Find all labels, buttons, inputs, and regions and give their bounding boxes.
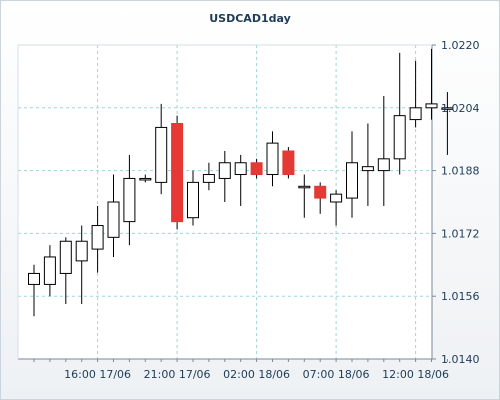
candle-body-up — [441, 107, 454, 110]
candle — [218, 150, 231, 202]
candle — [266, 131, 279, 187]
y-tick-label: 1.0156 — [441, 290, 480, 303]
candle — [91, 205, 104, 273]
y-tick-label: 1.0172 — [441, 227, 480, 240]
y-tick-label: 1.0220 — [441, 39, 480, 52]
candle — [377, 96, 390, 206]
candle — [107, 174, 120, 257]
y-tick-label: 1.0188 — [441, 165, 480, 178]
x-tick-label: 16:00 17/06 — [64, 368, 131, 381]
candles — [28, 48, 454, 317]
candle-body-up — [393, 115, 406, 160]
candle — [234, 154, 247, 206]
candle — [282, 147, 295, 179]
candle-body-down — [171, 123, 184, 223]
candle-body-up — [107, 201, 120, 238]
x-tick-label: 02:00 18/06 — [223, 368, 290, 381]
candle-body-up — [377, 158, 390, 172]
candle — [441, 92, 454, 155]
candle-body-up — [234, 162, 247, 176]
x-tick-label: 07:00 18/06 — [303, 368, 370, 381]
candle-body-up — [346, 162, 358, 199]
candle — [330, 190, 343, 226]
x-tick-label: 21:00 17/06 — [144, 368, 211, 381]
candle-body-up — [123, 177, 136, 223]
candle — [43, 245, 56, 297]
candle — [393, 52, 406, 175]
candle-body-up — [202, 174, 215, 183]
candle — [171, 115, 184, 230]
candle-body-down — [250, 162, 263, 176]
candle — [59, 237, 72, 305]
candle — [139, 174, 152, 183]
candle — [409, 60, 422, 128]
candle-body-up — [75, 240, 88, 262]
y-tick-label: 1.0140 — [441, 353, 480, 366]
candle — [298, 174, 311, 218]
x-tick-label: 12:00 18/06 — [382, 368, 449, 381]
candle-body-up — [409, 107, 422, 121]
candle-body-down — [282, 150, 295, 176]
candle-body-up — [218, 162, 231, 179]
candle-body-down — [314, 185, 327, 199]
candle — [425, 48, 438, 120]
candle-body-up — [425, 103, 438, 109]
candle — [187, 170, 199, 226]
candle — [250, 158, 263, 179]
candle-body-up — [43, 256, 56, 285]
candle — [202, 162, 215, 191]
candle-body-up — [330, 193, 343, 203]
candle — [314, 182, 327, 214]
candle — [28, 264, 40, 317]
candle — [346, 131, 358, 218]
candle-body-up — [266, 142, 279, 176]
candle-body-up — [361, 166, 374, 172]
tick-labels: 1.0220 1.0204 1.0188 1.0172 1.0156 1.0140 16:0… — [64, 39, 479, 381]
candle-body-up — [28, 272, 40, 285]
candle — [361, 123, 374, 206]
candle — [75, 225, 88, 305]
chart-title: USDCAD1day — [209, 12, 291, 25]
candle — [123, 154, 136, 246]
candle-body-up — [139, 177, 152, 181]
y-tick-label: 1.0204 — [441, 102, 480, 115]
candle-body-up — [187, 181, 199, 219]
candle-body-up — [155, 126, 168, 183]
candle-body-up — [298, 185, 311, 189]
candle-body-up — [91, 225, 104, 250]
candle — [155, 103, 168, 195]
candle-body-up — [59, 240, 72, 274]
